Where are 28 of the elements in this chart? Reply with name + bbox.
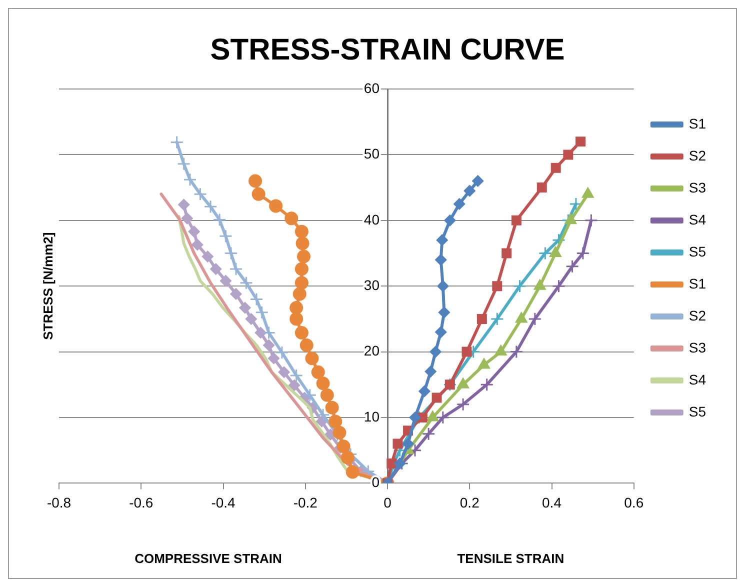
y-tick-label: 50 — [364, 146, 380, 162]
legend-label: S5 — [688, 243, 706, 260]
y-tick-label: 10 — [364, 408, 380, 424]
legend-label: S2 — [688, 147, 706, 164]
legend-label: S2 — [688, 307, 706, 324]
x-tick-label: -0.8 — [46, 494, 72, 510]
text: TENSILE STRAIN — [457, 550, 564, 566]
x-tick-label: -0.2 — [293, 494, 318, 510]
legend-label: S4 — [688, 211, 706, 228]
y-tick-label: 40 — [364, 211, 380, 228]
x-tick-label: 0 — [384, 494, 392, 510]
legend-label: S4 — [688, 371, 706, 388]
y-tick-label: 30 — [364, 276, 380, 293]
x-tick-label: 0.4 — [542, 494, 562, 510]
x-tick-label: 0.6 — [624, 494, 644, 510]
x-tick-label: 0.2 — [460, 494, 480, 510]
legend-label: S1 — [688, 115, 706, 132]
chart-title: STRESS-STRAIN CURVE — [210, 33, 565, 66]
x-tick-label: -0.6 — [129, 494, 154, 510]
y-tick-label: 20 — [364, 342, 380, 359]
y-axis-title: STRESS [N/mm2] — [40, 232, 56, 340]
legend-label: S1 — [688, 275, 706, 292]
text: COMPRESSIVE STRAIN — [134, 550, 282, 566]
x-tick-label: -0.4 — [211, 494, 236, 510]
y-tick-label: 60 — [364, 80, 380, 96]
legend-label: S3 — [688, 179, 706, 196]
legend-label: S5 — [688, 403, 706, 420]
legend-label: S3 — [688, 339, 706, 356]
